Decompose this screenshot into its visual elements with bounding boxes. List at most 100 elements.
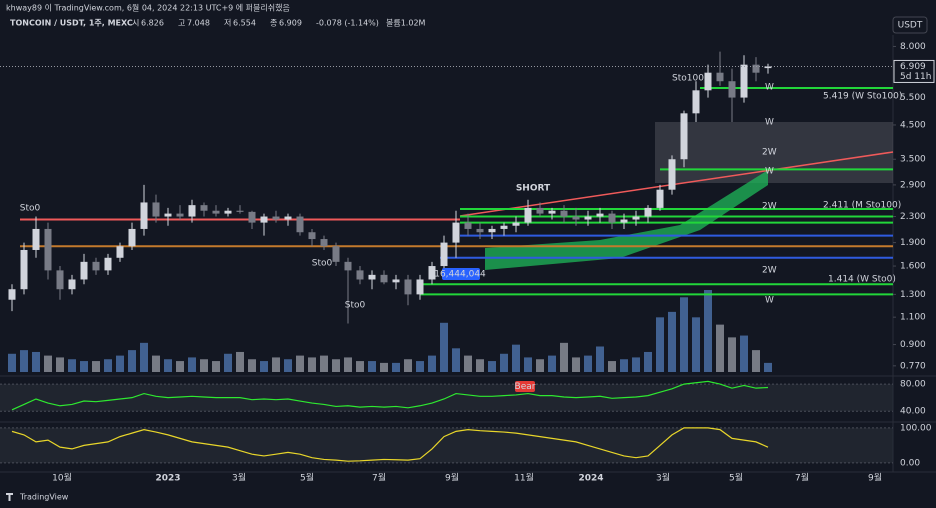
candle-body <box>236 210 244 212</box>
volume-bar <box>80 361 88 372</box>
candle-body <box>608 213 616 223</box>
candle-body <box>512 222 520 226</box>
y-tick-label: 5.500 <box>900 93 926 103</box>
ohlc-label: 저 <box>224 19 231 28</box>
last-price-box <box>893 59 935 83</box>
x-tick-label: 5월 <box>729 472 743 484</box>
volume-bar <box>92 361 100 372</box>
x-tick-label: 11월 <box>514 472 534 484</box>
annotation: Sto0 <box>312 259 333 269</box>
volume-bar <box>164 359 172 372</box>
candle-body <box>188 205 196 217</box>
volume-bar <box>464 355 472 372</box>
currency[interactable]: USDT <box>898 21 923 31</box>
annotation-box <box>442 268 480 280</box>
change: -0.078 (-1.14%) <box>316 19 379 28</box>
x-tick-label: 10월 <box>52 472 72 484</box>
candle-body <box>404 279 412 295</box>
candle-body <box>272 216 280 220</box>
volume-bar <box>512 344 520 372</box>
candle-body <box>176 213 184 217</box>
timeframe-marker: W <box>765 118 774 128</box>
currency-button[interactable] <box>892 16 928 34</box>
volume-bar <box>44 355 52 372</box>
zone-box <box>655 122 893 183</box>
volume-bar <box>488 361 496 372</box>
candle-body <box>548 210 556 214</box>
ohlc-value: 7.048 <box>187 19 210 28</box>
volume-bar <box>500 353 508 372</box>
candle-body <box>716 72 724 82</box>
candle-body <box>224 210 232 214</box>
volume-bar <box>68 359 76 372</box>
volume-bar <box>272 357 280 372</box>
candle-body <box>752 64 760 73</box>
volume-bar <box>416 361 424 372</box>
annotation: 16,444,044 <box>434 270 486 280</box>
annotation: SHORT <box>516 184 551 194</box>
candle-body <box>56 270 64 290</box>
candle-body <box>140 202 148 229</box>
y-tick-label: 8.000 <box>900 42 926 52</box>
volume-bar <box>344 357 352 372</box>
candle-body <box>464 222 472 229</box>
candle-body <box>572 216 580 220</box>
timeframe-marker: 2W <box>762 148 777 158</box>
candle-body <box>128 228 136 247</box>
candle-body <box>440 242 448 267</box>
trend-line <box>459 151 894 217</box>
annotation: Sto100 <box>672 74 704 84</box>
candle-body <box>644 207 652 217</box>
candle-body <box>380 274 388 283</box>
osc-line <box>11 380 769 411</box>
volume-bar <box>368 361 376 372</box>
level-label: 2.411 (M Sto100) <box>823 201 901 211</box>
volume-bar <box>200 359 208 372</box>
volume-bar <box>716 324 724 372</box>
volume-bar <box>452 348 460 372</box>
candle-body <box>116 246 124 258</box>
osc-tick-label: 80.00 <box>900 380 926 390</box>
timeframe-marker: 2W <box>762 266 777 276</box>
candle-body <box>92 261 100 271</box>
volume-bar <box>176 361 184 372</box>
ohlc-value: 6.554 <box>233 19 256 28</box>
x-tick-label: 7월 <box>372 472 386 484</box>
volume-bar <box>440 322 448 372</box>
volume-bar <box>752 350 760 372</box>
timeframe-marker: W <box>765 167 774 177</box>
volume-bar <box>248 359 256 372</box>
annotation: Sto0 <box>20 204 41 214</box>
candle-body <box>32 228 40 250</box>
volume-bar <box>668 311 676 372</box>
timeframe-marker: W <box>765 83 774 93</box>
candle-body <box>320 239 328 247</box>
channel <box>485 170 768 270</box>
candle-body <box>212 210 220 214</box>
candle-body <box>80 261 88 280</box>
timeframe-marker: W <box>765 296 774 306</box>
y-tick-label: 3.500 <box>900 155 926 165</box>
osc-line <box>11 427 769 462</box>
volume-bar <box>308 357 316 372</box>
countdown: 5d 11h <box>900 72 931 82</box>
candle-body <box>536 207 544 214</box>
candle-body <box>476 228 484 233</box>
y-tick-label: 1.600 <box>900 262 926 272</box>
annotation: Sto0 <box>345 301 366 311</box>
candle-body <box>704 72 712 91</box>
volume-bar <box>116 355 124 372</box>
volume-bar <box>680 297 688 372</box>
candle-body <box>596 213 604 217</box>
candle-body <box>200 205 208 211</box>
volume-bar <box>584 355 592 372</box>
volume-bar <box>548 355 556 372</box>
volume-bar <box>572 357 580 372</box>
x-tick-label: 9월 <box>868 472 882 484</box>
volume-bar <box>32 351 40 372</box>
candle-body <box>68 279 76 290</box>
volume-bar <box>764 362 772 372</box>
